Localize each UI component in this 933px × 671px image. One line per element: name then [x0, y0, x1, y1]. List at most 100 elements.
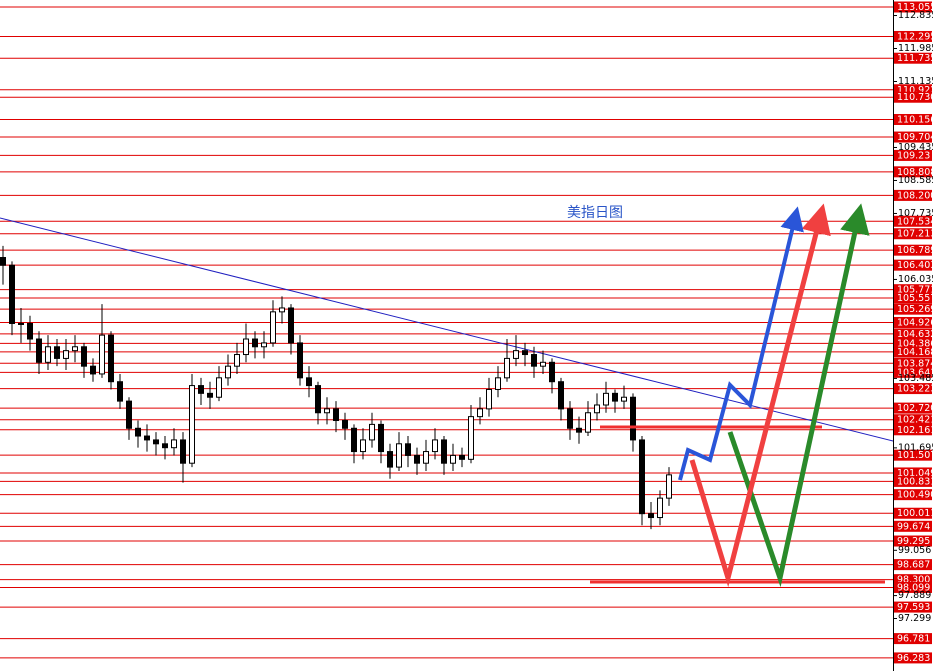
- level-label: 102.720: [897, 403, 933, 414]
- level-label: 96.781: [897, 634, 930, 645]
- candle-body: [225, 365, 231, 379]
- level-label-box: [894, 30, 932, 42]
- level-label: 103.223: [897, 384, 933, 395]
- level-label-box: [894, 91, 932, 103]
- candle-body: [639, 439, 645, 515]
- candle-body: [576, 427, 582, 433]
- candle-body: [441, 439, 447, 464]
- level-label: 112.295: [897, 31, 933, 42]
- y-tick-label: 107.735: [898, 208, 933, 219]
- candle-body: [54, 346, 60, 359]
- candle-body: [198, 385, 204, 394]
- level-label-box: [894, 346, 932, 358]
- level-label: 103.641: [897, 367, 933, 378]
- candle-body: [288, 307, 294, 344]
- level-label-box: [894, 535, 932, 547]
- candle-body: [423, 451, 429, 464]
- level-label: 100.011: [897, 508, 933, 519]
- level-label-box: [894, 383, 932, 395]
- level-label: 108.808: [897, 167, 933, 178]
- level-label: 105.771: [897, 285, 933, 296]
- candle-body: [414, 454, 420, 464]
- candle-body: [27, 322, 33, 340]
- level-label-box: [894, 228, 932, 240]
- level-label-box: [894, 149, 932, 161]
- candle-body: [459, 454, 465, 460]
- level-label: 100.831: [897, 476, 933, 487]
- y-tick-label: 99.056: [898, 545, 931, 556]
- candle-body: [648, 513, 654, 519]
- candle-body: [612, 392, 618, 402]
- level-label: 102.421: [897, 415, 933, 426]
- candle-body: [135, 427, 141, 437]
- candle-body: [171, 439, 177, 449]
- candle-body: [522, 350, 528, 356]
- y-tick-label: 103.485: [898, 373, 933, 384]
- candle-body: [630, 396, 636, 441]
- level-label: 110.730: [897, 92, 933, 103]
- candle-body: [81, 346, 87, 367]
- candle-body: [306, 377, 312, 387]
- level-label-box: [894, 52, 932, 64]
- level-label-box: [894, 244, 932, 256]
- y-tick-label: 108.585: [898, 175, 933, 186]
- level-label-box: [894, 652, 932, 664]
- level-label-box: [894, 414, 932, 426]
- level-label: 106.403: [897, 260, 933, 271]
- level-label: 97.593: [897, 602, 930, 613]
- candle-body: [405, 443, 411, 456]
- y-tick-label: 97.299: [898, 613, 931, 624]
- candle-body: [513, 350, 519, 359]
- level-label-box: [894, 581, 932, 593]
- level-label: 107.534: [897, 216, 933, 227]
- green-arrow: [727, 203, 870, 588]
- candle-body: [333, 408, 339, 422]
- candle-body: [162, 443, 168, 449]
- candle-body: [153, 439, 159, 445]
- candle-body: [585, 412, 591, 433]
- price-levels: [0, 6, 893, 659]
- level-label-box: [894, 601, 932, 613]
- level-label: 100.490: [897, 490, 933, 501]
- level-label: 104.926: [897, 317, 933, 328]
- level-label-box: [894, 424, 932, 436]
- y-tick-label: 112.835: [898, 10, 933, 21]
- level-label-box: [894, 328, 932, 340]
- blue-arrow: [678, 206, 804, 481]
- level-label: 111.735: [897, 53, 933, 64]
- level-label-box: [894, 215, 932, 227]
- candle-body: [549, 361, 555, 383]
- y-tick-label: 109.435: [898, 142, 933, 153]
- candle-body: [216, 377, 222, 398]
- candle-body: [657, 497, 663, 519]
- level-label: 96.283: [897, 653, 930, 664]
- candle-body: [279, 307, 285, 313]
- candle-body: [108, 334, 114, 383]
- level-label-box: [894, 316, 932, 328]
- level-label-box: [894, 366, 932, 378]
- level-label: 110.156: [897, 114, 933, 125]
- level-label: 110.922: [897, 85, 933, 96]
- candle-body: [477, 408, 483, 418]
- candle-body: [387, 451, 393, 468]
- trend-line: [0, 217, 894, 442]
- level-label-box: [894, 402, 932, 414]
- level-label-box: [894, 303, 932, 315]
- candle-body: [324, 408, 330, 414]
- level-label: 104.386: [897, 338, 933, 349]
- red-arrow: [689, 203, 831, 588]
- level-label-box: [894, 357, 932, 369]
- candle-body: [45, 346, 51, 363]
- level-label-box: [894, 189, 932, 201]
- level-label: 105.557: [897, 293, 933, 304]
- level-label: 98.300: [897, 575, 930, 586]
- candle-body: [270, 311, 276, 344]
- level-label: 102.161: [897, 425, 933, 436]
- candle-body: [360, 439, 366, 453]
- candle-body: [351, 427, 357, 453]
- level-label-box: [894, 489, 932, 501]
- level-label-box: [894, 284, 932, 296]
- candle-body: [207, 392, 213, 398]
- candle-body: [261, 342, 267, 348]
